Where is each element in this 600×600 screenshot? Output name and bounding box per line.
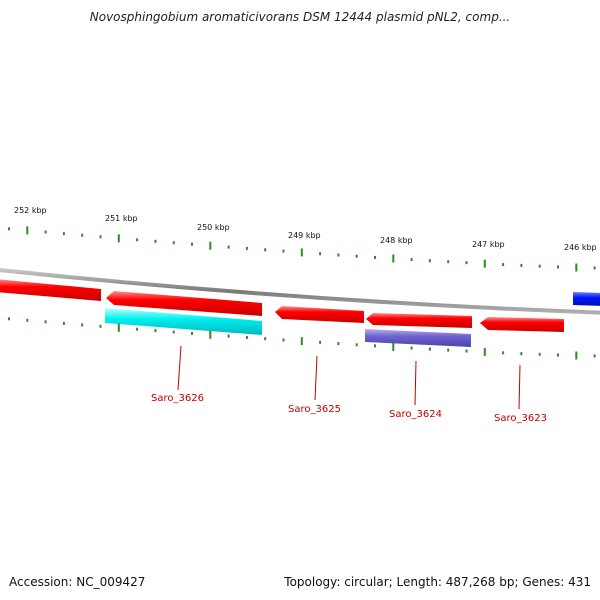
genome-summary-text: Topology: circular; Length: 487,268 bp; … (284, 575, 591, 589)
gene-labels: Saro_3626 Saro_3625 Saro_3624 Saro_3623 (151, 393, 547, 424)
gene-leaders (177, 345, 521, 410)
plasmid-backbone (0, 268, 600, 315)
leader-line (177, 345, 182, 391)
cds-feature[interactable] (0, 279, 101, 301)
cds-feature[interactable] (573, 292, 600, 306)
leader-line (414, 360, 417, 406)
cds-feature-purple[interactable] (365, 329, 471, 347)
feature-track-lower (105, 308, 471, 347)
gene-label-saro-3624[interactable]: Saro_3624 (389, 409, 442, 420)
cds-feature[interactable] (106, 291, 262, 316)
ruler-inner-ticks (8, 317, 596, 360)
kbp-label: 248 kbp (380, 236, 413, 245)
kbp-label: 250 kbp (197, 223, 230, 232)
cds-feature[interactable] (480, 317, 564, 332)
kbp-label: 251 kbp (105, 214, 138, 223)
cds-feature-cyan[interactable] (105, 308, 262, 335)
kbp-label: 249 kbp (288, 231, 321, 240)
feature-track-top (0, 279, 600, 332)
kbp-label: 247 kbp (472, 240, 505, 249)
gene-label-saro-3626[interactable]: Saro_3626 (151, 393, 204, 404)
cds-feature[interactable] (275, 306, 364, 323)
gene-label-saro-3623[interactable]: Saro_3623 (494, 413, 547, 424)
kbp-label: 252 kbp (14, 206, 47, 215)
gene-label-saro-3625[interactable]: Saro_3625 (288, 404, 341, 415)
accession-text: Accession: NC_009427 (9, 575, 146, 589)
map-title: Novosphingobium aromaticivorans DSM 1244… (89, 10, 511, 24)
leader-line (518, 364, 521, 410)
leader-line (314, 355, 318, 401)
kbp-label: 246 kbp (564, 243, 597, 252)
ruler-outer-ticks (8, 226, 596, 272)
ruler-labels: 252 kbp 251 kbp 250 kbp 249 kbp 248 kbp … (14, 206, 597, 252)
cds-feature[interactable] (366, 313, 472, 328)
